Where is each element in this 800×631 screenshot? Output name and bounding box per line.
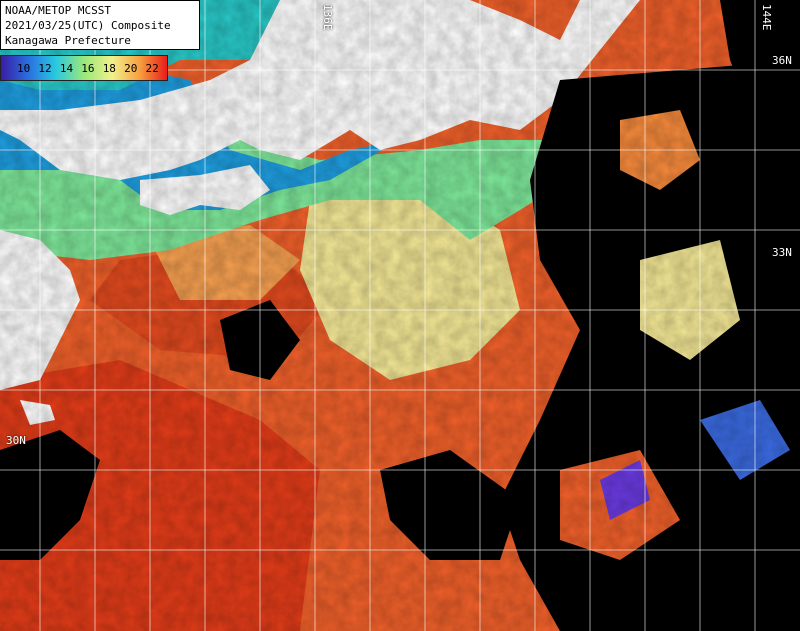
scale-tick: 12 <box>38 61 52 75</box>
lat-label-36n: 36N <box>772 54 792 67</box>
title-box: NOAA/METOP MCSST 2021/03/25(UTC) Composi… <box>0 0 200 50</box>
lat-label-33n: 33N <box>772 246 792 259</box>
scale-tick: 14 <box>59 61 74 75</box>
scale-tick: 18 <box>102 61 116 75</box>
title-line-1: NOAA/METOP MCSST <box>5 4 111 17</box>
scale-tick: 22 <box>145 61 159 75</box>
scale-tick: 20 <box>124 61 138 75</box>
color-scale-bar <box>0 55 168 81</box>
scale-tick: 10 <box>17 61 31 75</box>
title-line-2: 2021/03/25(UTC) Composite <box>5 19 171 32</box>
lat-label-30n: 30N <box>6 434 26 447</box>
scale-tick: 16 <box>81 61 95 75</box>
title-line-3: Kanagawa Prefecture <box>5 34 131 47</box>
lon-label-136e: 136E <box>321 4 334 31</box>
color-scale-labels: 10 12 14 16 18 20 22 <box>0 55 168 81</box>
lon-label-144e: 144E <box>760 4 773 31</box>
